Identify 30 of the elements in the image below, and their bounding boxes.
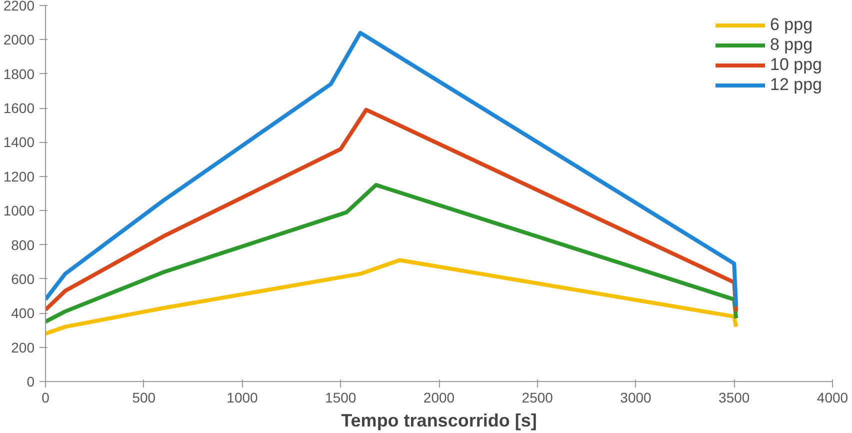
y-tick-label: 400	[11, 305, 35, 322]
x-tick-label: 2500	[522, 390, 554, 406]
x-tick-label: 4000	[816, 390, 848, 406]
y-tick-label: 2200	[3, 0, 35, 14]
y-tick-label: 600	[11, 270, 35, 287]
legend-label: 8 ppg	[770, 35, 813, 55]
y-tick-label: 800	[11, 236, 35, 253]
x-tick-label: 3000	[620, 390, 652, 406]
x-axis-title: Tempo transcorrido [s]	[341, 410, 537, 430]
x-tick-label: 0	[42, 390, 50, 406]
x-tick-label: 500	[132, 390, 156, 406]
y-tick-label: 1600	[3, 100, 35, 116]
line-series	[46, 182, 738, 324]
y-tick-label: 2000	[3, 32, 35, 48]
legend-label: 6 ppg	[770, 15, 813, 35]
y-tick-label: 0	[26, 374, 35, 390]
y-tick-label: 1200	[3, 168, 35, 184]
x-tick-label: 3500	[718, 390, 750, 406]
x-tick-label: 1000	[226, 390, 258, 406]
line-series	[46, 30, 738, 308]
x-tick-label: 2000	[423, 390, 455, 406]
y-tick-label: 1800	[3, 66, 35, 82]
legend-label: 12 ppg	[770, 75, 822, 95]
legend-label: 10 ppg	[770, 55, 822, 75]
y-tick-label: 1400	[3, 134, 35, 150]
line-series	[46, 258, 738, 336]
y-tick-label: 200	[11, 339, 35, 356]
line-series	[46, 108, 738, 314]
y-tick-label: 1000	[3, 202, 35, 219]
x-tick-label: 1500	[325, 390, 356, 406]
